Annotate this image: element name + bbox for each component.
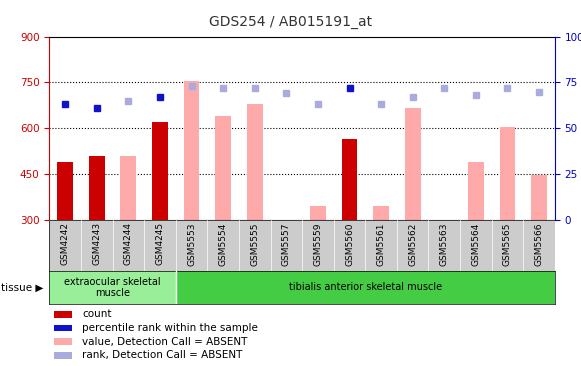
Text: GSM4244: GSM4244 xyxy=(124,222,133,265)
Bar xyxy=(342,139,357,220)
Bar xyxy=(531,175,547,220)
Text: GSM5557: GSM5557 xyxy=(282,222,291,266)
Bar xyxy=(55,339,72,345)
Bar xyxy=(49,271,175,304)
Text: GDS254 / AB015191_at: GDS254 / AB015191_at xyxy=(209,15,372,29)
Bar xyxy=(184,81,199,220)
Text: tibialis anterior skeletal muscle: tibialis anterior skeletal muscle xyxy=(289,282,442,292)
Bar xyxy=(120,156,137,220)
Bar xyxy=(468,162,484,220)
Text: GSM4242: GSM4242 xyxy=(60,222,70,265)
Text: GSM5560: GSM5560 xyxy=(345,222,354,266)
Bar xyxy=(55,352,72,359)
Text: GSM5562: GSM5562 xyxy=(408,222,417,266)
Bar xyxy=(55,311,72,318)
Bar xyxy=(405,108,421,220)
Text: value, Detection Call = ABSENT: value, Detection Call = ABSENT xyxy=(83,337,248,347)
Text: GSM5565: GSM5565 xyxy=(503,222,512,266)
Bar xyxy=(89,156,105,220)
Bar xyxy=(500,127,515,220)
Bar xyxy=(215,116,231,220)
Bar xyxy=(175,271,555,304)
Bar xyxy=(373,206,389,220)
Text: tissue ▶: tissue ▶ xyxy=(1,282,44,292)
Text: GSM5553: GSM5553 xyxy=(187,222,196,266)
Bar xyxy=(310,206,326,220)
Bar xyxy=(152,122,168,220)
Text: GSM5561: GSM5561 xyxy=(376,222,386,266)
Text: rank, Detection Call = ABSENT: rank, Detection Call = ABSENT xyxy=(83,351,243,361)
Text: GSM5554: GSM5554 xyxy=(218,222,228,266)
Text: GSM5564: GSM5564 xyxy=(471,222,480,266)
Text: extraocular skeletal
muscle: extraocular skeletal muscle xyxy=(64,276,161,298)
Text: GSM5566: GSM5566 xyxy=(535,222,544,266)
Text: GSM5555: GSM5555 xyxy=(250,222,259,266)
Text: count: count xyxy=(83,309,112,319)
Text: GSM4243: GSM4243 xyxy=(92,222,101,265)
Text: GSM5559: GSM5559 xyxy=(313,222,322,266)
Text: GSM4245: GSM4245 xyxy=(156,222,164,265)
Bar xyxy=(58,162,73,220)
Bar xyxy=(247,104,263,220)
Bar xyxy=(55,325,72,331)
Text: percentile rank within the sample: percentile rank within the sample xyxy=(83,323,258,333)
Text: GSM5563: GSM5563 xyxy=(440,222,449,266)
